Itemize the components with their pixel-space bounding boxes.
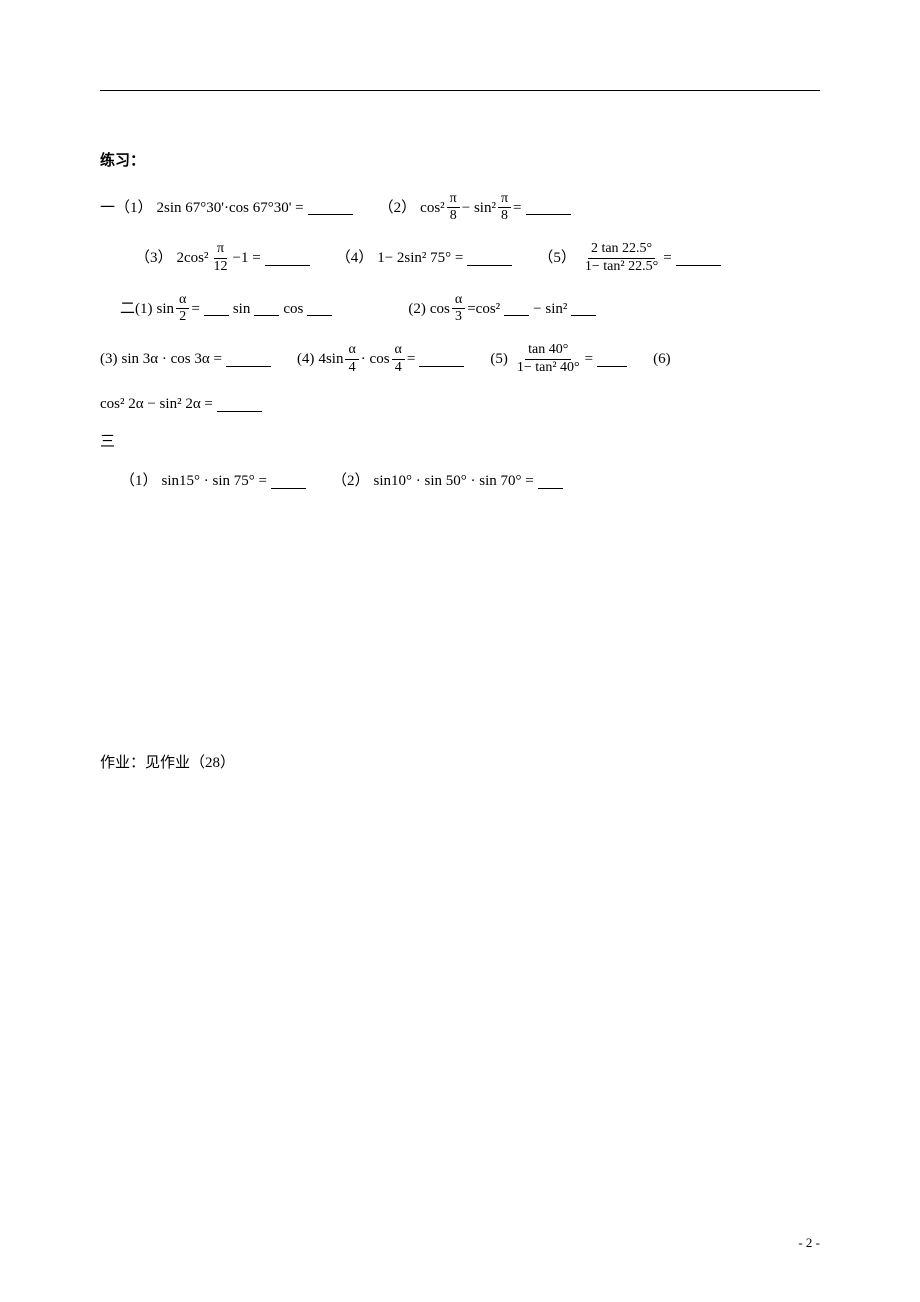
- expression: 2cos² π 12 −1 =: [177, 241, 261, 276]
- question-number: (6): [653, 348, 671, 371]
- fraction: 2 tan 22.5° 1− tan² 22.5°: [582, 241, 661, 276]
- answer-blank: [467, 251, 512, 266]
- question-number: （2）: [332, 470, 370, 493]
- exercise-row: 三: [100, 431, 820, 454]
- answer-blank: [571, 301, 596, 316]
- expression: cos² 2α − sin² 2α =: [100, 393, 213, 416]
- expression: 1− 2sin² 75° =: [377, 247, 463, 270]
- expression: sin α 2 =: [157, 292, 200, 327]
- exercise-row: （1） sin15° · sin 75° = （2） sin10° · sin …: [120, 470, 820, 493]
- answer-blank: [226, 352, 271, 367]
- answer-blank: [526, 200, 571, 215]
- answer-blank: [307, 301, 332, 316]
- section-title: 练习：: [100, 150, 820, 173]
- answer-blank: [676, 251, 721, 266]
- exercise-row: 二 (1) sin α 2 = sin cos (2) cos α: [120, 292, 820, 327]
- exercise-row: （3） 2cos² π 12 −1 = （4） 1− 2sin² 75° = （…: [135, 241, 820, 276]
- fraction: π 8: [447, 191, 460, 226]
- answer-blank: [504, 301, 529, 316]
- expression: sin: [233, 298, 251, 321]
- fraction: α 4: [345, 342, 358, 377]
- answer-blank: [265, 251, 310, 266]
- answer-blank: [308, 200, 353, 215]
- answer-blank: [597, 352, 627, 367]
- answer-blank: [254, 301, 279, 316]
- question-number: （1）: [115, 197, 153, 220]
- answer-blank: [217, 397, 262, 412]
- expression: − sin²: [533, 298, 567, 321]
- fraction: tan 40° 1− tan² 40°: [514, 342, 583, 377]
- expression: cos: [283, 298, 303, 321]
- expression: 2 tan 22.5° 1− tan² 22.5° =: [580, 241, 672, 276]
- group-label: 一: [100, 197, 115, 220]
- question-number: （5）: [538, 247, 576, 270]
- fraction: α 4: [392, 342, 405, 377]
- answer-blank: [204, 301, 229, 316]
- question-number: （3）: [135, 247, 173, 270]
- expression: 2sin 67°30'·cos 67°30' =: [157, 197, 304, 220]
- exercise-row: cos² 2α − sin² 2α =: [100, 393, 820, 416]
- fraction: α 2: [176, 292, 189, 327]
- page-number: - 2 -: [798, 1233, 820, 1253]
- question-number: （4）: [336, 247, 374, 270]
- group-label: 三: [100, 431, 115, 454]
- question-number: （2）: [379, 197, 417, 220]
- expression: cos α 3 =: [430, 292, 476, 327]
- group-label: 二: [120, 298, 135, 321]
- expression: tan 40° 1− tan² 40° =: [512, 342, 593, 377]
- expression: cos² π 8 − sin² π 8 =: [420, 191, 521, 226]
- answer-blank: [419, 352, 464, 367]
- expression: 4sin α 4 · cos α 4 =: [318, 342, 415, 377]
- expression: sin10° · sin 50° · sin 70° =: [374, 470, 534, 493]
- fraction: α 3: [452, 292, 465, 327]
- exercise-row: (3) sin 3α · cos 3α = (4) 4sin α 4 · cos…: [100, 342, 820, 377]
- exercise-row: 一 （1） 2sin 67°30'·cos 67°30' = （2） cos² …: [100, 191, 820, 226]
- horizontal-rule: [100, 90, 820, 91]
- expression: sin15° · sin 75° =: [162, 470, 267, 493]
- fraction: π 12: [211, 241, 231, 276]
- expression: sin 3α · cos 3α =: [122, 348, 222, 371]
- homework-text: 作业：见作业（28）: [100, 752, 820, 775]
- fraction: π 8: [498, 191, 511, 226]
- question-number: (5): [490, 348, 508, 371]
- question-number: (1): [135, 298, 153, 321]
- question-number: (2): [408, 298, 426, 321]
- answer-blank: [271, 474, 306, 489]
- question-number: (4): [297, 348, 315, 371]
- expression: cos²: [476, 298, 501, 321]
- document-content: 练习： 一 （1） 2sin 67°30'·cos 67°30' = （2） c…: [100, 150, 820, 775]
- question-number: (3): [100, 348, 118, 371]
- question-number: （1）: [120, 470, 158, 493]
- answer-blank: [538, 474, 563, 489]
